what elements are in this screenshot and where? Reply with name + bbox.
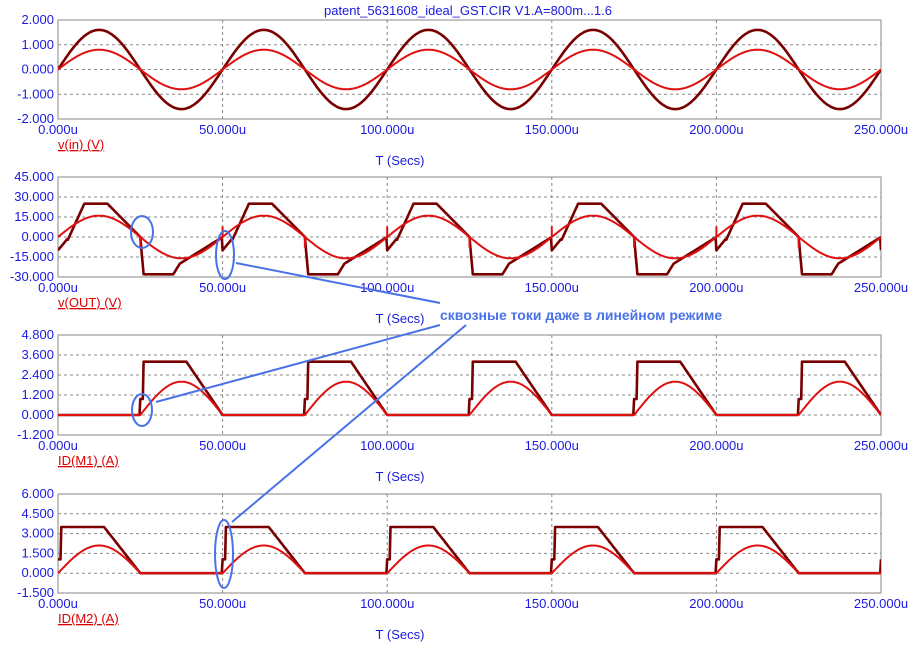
- y-tick-label: 3.000: [21, 526, 54, 541]
- plot-frame: [57, 493, 882, 594]
- x-tick-label: 50.000u: [199, 596, 246, 611]
- y-tick-label: -15.000: [10, 249, 54, 264]
- y-tick-label: -1.500: [17, 585, 54, 600]
- x-tick-label: 100.000u: [360, 596, 414, 611]
- window-title: patent_5631608_ideal_GST.CIR V1.A=800m..…: [324, 3, 612, 18]
- y-axis-label: v(OUT) (V): [58, 295, 122, 310]
- x-tick-label: 200.000u: [689, 438, 743, 453]
- y-tick-label: -30.000: [10, 269, 54, 284]
- y-tick-label: 4.500: [21, 506, 54, 521]
- series-line-1: [58, 525, 881, 575]
- y-tick-label: 2.400: [21, 367, 54, 382]
- annotation-ellipse: [130, 215, 154, 249]
- y-tick-label: 30.000: [14, 189, 54, 204]
- x-tick-label: 0.000u: [38, 596, 78, 611]
- y-tick-label: 45.000: [14, 169, 54, 184]
- series-line-1: [58, 360, 881, 417]
- y-tick-label: 1.000: [21, 37, 54, 52]
- x-tick-label: 150.000u: [525, 438, 579, 453]
- x-tick-label: 50.000u: [199, 122, 246, 137]
- x-tick-label: 50.000u: [199, 280, 246, 295]
- y-tick-label: 15.000: [14, 209, 54, 224]
- x-tick-label: 200.000u: [689, 596, 743, 611]
- y-tick-label: -1.200: [17, 427, 54, 442]
- x-tick-label: 50.000u: [199, 438, 246, 453]
- y-axis-label: ID(M2) (A): [58, 611, 119, 626]
- y-tick-label: 0.000: [21, 565, 54, 580]
- x-tick-label: 0.000u: [38, 122, 78, 137]
- annotation-text: сквозные токи даже в линейном режиме: [440, 307, 722, 323]
- x-axis-label: T (Secs): [376, 311, 425, 326]
- y-axis-label: ID(M1) (A): [58, 453, 119, 468]
- y-tick-label: 6.000: [21, 486, 54, 501]
- x-tick-label: 100.000u: [360, 438, 414, 453]
- y-tick-label: 2.000: [21, 12, 54, 27]
- series-line-2: [58, 380, 881, 416]
- x-tick-label: 150.000u: [525, 122, 579, 137]
- y-axis-label: v(in) (V): [58, 137, 104, 152]
- y-tick-label: 1.500: [21, 545, 54, 560]
- plot-panel-2: 45.000 30.000 15.000 0.000 -15.000 -30.0000.0…: [10, 169, 908, 326]
- x-tick-label: 0.000u: [38, 280, 78, 295]
- plot-frame: [57, 334, 882, 436]
- annotation-ellipse: [215, 230, 235, 280]
- x-tick-label: 150.000u: [525, 596, 579, 611]
- x-tick-label: 0.000u: [38, 438, 78, 453]
- annotation-ellipse: [131, 393, 153, 427]
- annotation-ellipse: [214, 519, 234, 589]
- x-tick-label: 200.000u: [689, 122, 743, 137]
- x-tick-label: 150.000u: [525, 280, 579, 295]
- x-axis-label: T (Secs): [376, 153, 425, 168]
- x-tick-label: 100.000u: [360, 122, 414, 137]
- x-tick-label: 250.000u: [854, 438, 908, 453]
- x-tick-label: 200.000u: [689, 280, 743, 295]
- x-axis-label: T (Secs): [376, 469, 425, 484]
- y-tick-label: 0.000: [21, 62, 54, 77]
- y-tick-label: 0.000: [21, 229, 54, 244]
- y-tick-label: 3.600: [21, 347, 54, 362]
- y-tick-label: 1.200: [21, 387, 54, 402]
- series-line-2: [58, 48, 881, 91]
- y-tick-label: -2.000: [17, 111, 54, 126]
- x-tick-label: 250.000u: [854, 122, 908, 137]
- annotation-pointer: [231, 324, 467, 523]
- y-tick-label: -1.000: [17, 86, 54, 101]
- annotation-layer: [130, 215, 467, 589]
- x-tick-label: 250.000u: [854, 596, 908, 611]
- annotation-pointer: [155, 324, 441, 403]
- series-line-2: [58, 544, 881, 575]
- x-tick-label: 250.000u: [854, 280, 908, 295]
- y-tick-label: 4.800: [21, 327, 54, 342]
- y-tick-label: 0.000: [21, 407, 54, 422]
- x-axis-label: T (Secs): [376, 627, 425, 642]
- x-tick-label: 100.000u: [360, 280, 414, 295]
- annotation-pointer: [235, 262, 441, 304]
